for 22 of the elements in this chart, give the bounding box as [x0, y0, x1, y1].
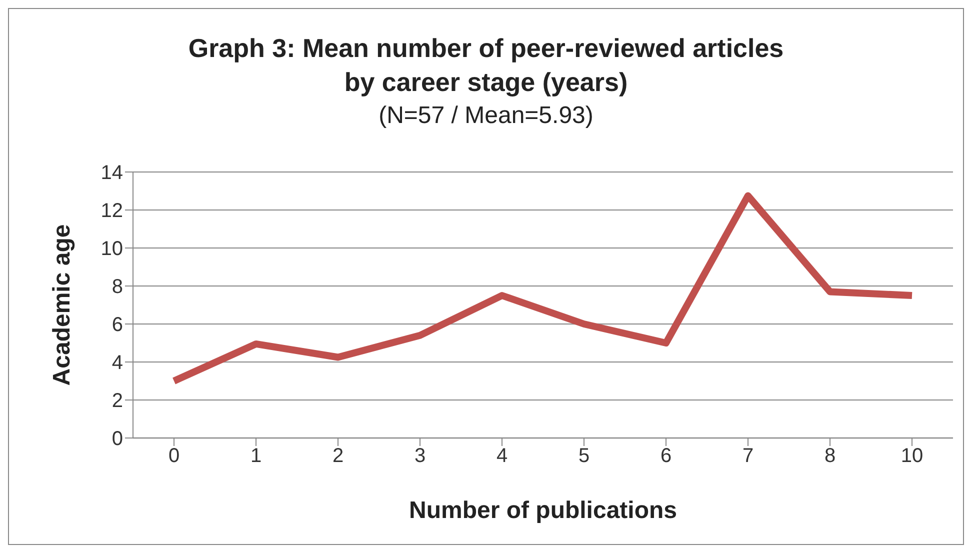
y-tick-label: 4: [112, 352, 123, 374]
x-tick-label: 7: [742, 445, 754, 468]
chart-subtitle: (N=57 / Mean=5.93): [378, 101, 594, 131]
x-tick-label: 8: [824, 445, 836, 468]
y-tick-label: 12: [100, 200, 123, 222]
y-tick-label: 0: [112, 428, 123, 450]
y-axis-title: Academic age: [48, 224, 76, 386]
chart-title: Graph 3: Mean number of peer-reviewed articles by career stage (years): [187, 32, 785, 99]
x-tick-label: 3: [414, 445, 426, 468]
x-tick-label: 2: [332, 445, 344, 468]
y-tick-label: 10: [100, 238, 123, 260]
x-tick-label: 1: [250, 445, 262, 468]
x-axis-title: Number of publications: [408, 497, 678, 524]
x-tick-label: 4: [496, 445, 508, 468]
y-tick-label: 6: [112, 314, 123, 336]
x-tick-label: 6: [660, 445, 672, 468]
y-tick-label: 14: [100, 162, 123, 184]
x-tick-label: 0: [168, 445, 180, 468]
y-tick-label: 2: [112, 390, 123, 412]
x-tick-label: 5: [578, 445, 590, 468]
x-tick-label: 10: [900, 445, 924, 468]
y-tick-label: 8: [112, 276, 123, 298]
